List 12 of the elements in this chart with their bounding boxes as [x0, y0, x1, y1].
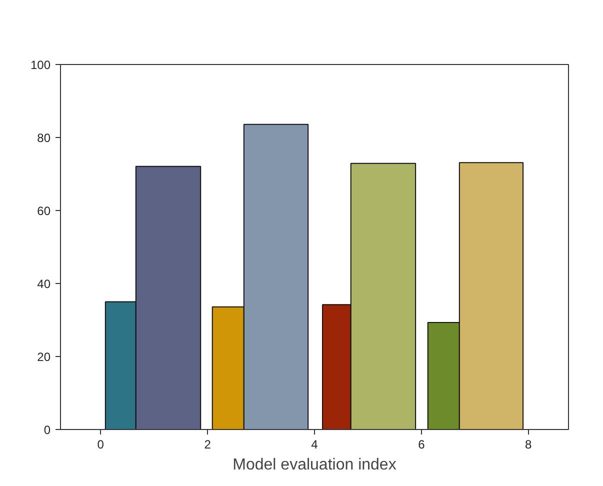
x-tick-label: 4 — [311, 438, 318, 452]
y-tick-label: 100 — [30, 58, 51, 72]
x-tick-label: 6 — [418, 438, 426, 452]
y-tick-label: 40 — [37, 277, 51, 291]
x-tick-label: 8 — [525, 438, 532, 452]
y-tick-label: 60 — [37, 204, 51, 218]
x-axis-title: Model evaluation index — [232, 456, 396, 474]
y-tick-label: 0 — [44, 423, 51, 437]
y-tick-label: 80 — [37, 131, 51, 145]
x-tick-label: 2 — [204, 438, 212, 452]
y-tick-label: 20 — [37, 350, 51, 364]
x-tick-label: 0 — [97, 438, 104, 452]
